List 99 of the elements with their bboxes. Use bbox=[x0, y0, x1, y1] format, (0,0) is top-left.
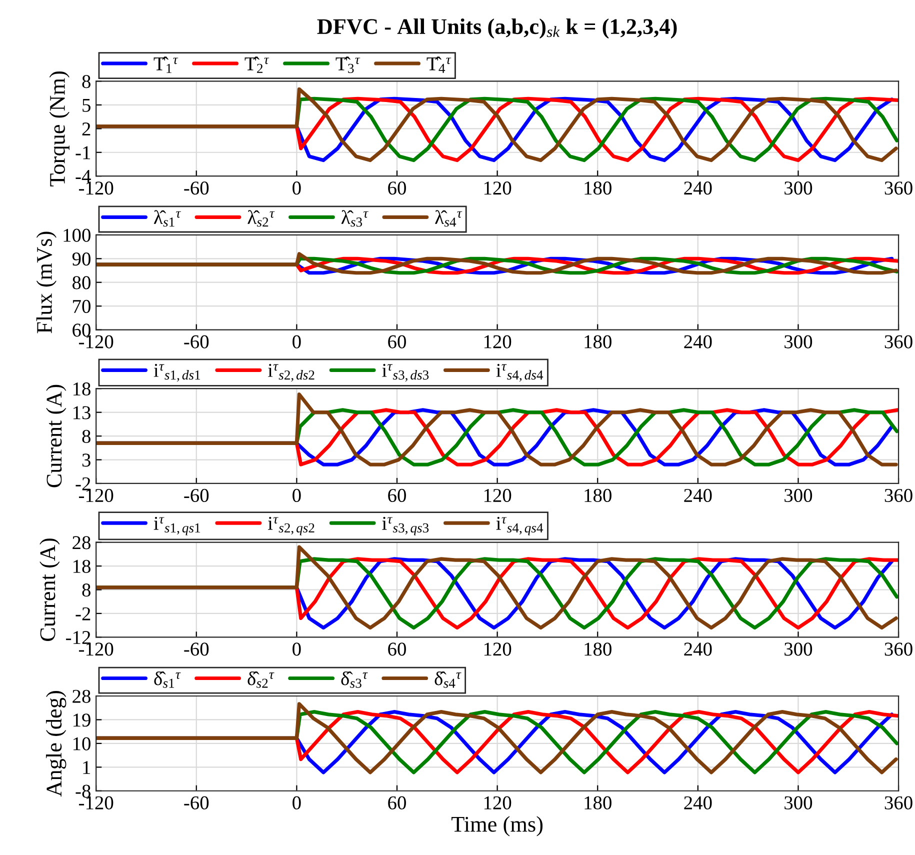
x-tick-label: 300 bbox=[784, 182, 812, 195]
x-tick-label: -120 bbox=[78, 182, 114, 195]
x-tick-label: 240 bbox=[684, 796, 712, 810]
x-tick-label: 120 bbox=[484, 796, 512, 810]
x-tick-label: 60 bbox=[388, 182, 406, 195]
y-tick-label: 10 bbox=[73, 737, 90, 750]
x-tick-label: -120 bbox=[78, 796, 114, 810]
line-series bbox=[96, 252, 898, 275]
x-tick-label: 120 bbox=[484, 335, 512, 348]
y-tick-label: 28 bbox=[72, 536, 90, 550]
legend-label: i$^{τ}$$_{s1,ds1}$ bbox=[154, 364, 200, 382]
y-tick-label: 90 bbox=[72, 252, 90, 266]
legend-label: T̂$_{1}$$^{τ}$ bbox=[154, 56, 178, 73]
x-tick-label: 60 bbox=[388, 796, 406, 810]
x-tick-label: -60 bbox=[184, 335, 209, 348]
y-axis-title: Current (A) bbox=[46, 384, 66, 488]
chart-title: DFVC - All Units (a,b,c)$_{sk}$ k = (1,2,3,4) bbox=[317, 18, 677, 39]
x-tick-label: 180 bbox=[584, 335, 612, 348]
legend-label: i$^{τ}$$_{s4,qs4}$ bbox=[496, 516, 544, 536]
x-tick-label: 180 bbox=[584, 182, 612, 195]
x-tick-label: -120 bbox=[78, 335, 114, 348]
y-tick-label: -4 bbox=[76, 170, 91, 183]
y-tick-label: 13 bbox=[73, 406, 90, 420]
x-tick-label: 120 bbox=[484, 488, 512, 502]
y-axis-title: Flux (mVs) bbox=[36, 232, 56, 334]
y-tick-label: -12 bbox=[66, 631, 90, 644]
y-tick-label: 2 bbox=[82, 122, 90, 136]
legend-label: T̂$_{2}$$^{τ}$ bbox=[244, 56, 270, 73]
x-tick-label: 360 bbox=[884, 488, 912, 502]
x-tick-label: 300 bbox=[784, 796, 812, 810]
y-axis-title: Current (A) bbox=[40, 538, 60, 641]
legend-label: λ̂$_{s2}$$^{τ}$ bbox=[248, 210, 275, 227]
x-tick-label: 0 bbox=[292, 642, 301, 656]
legend-label: i$^{τ}$$_{s2,ds2}$ bbox=[268, 364, 314, 382]
legend-label: i$^{τ}$$_{s3,qs3}$ bbox=[382, 516, 429, 536]
x-tick-label: 180 bbox=[584, 642, 612, 656]
y-tick-label: 28 bbox=[72, 690, 90, 703]
x-tick-label: 120 bbox=[484, 642, 512, 656]
legend-label: λ̂$_{s1}$$^{τ}$ bbox=[154, 210, 182, 227]
y-tick-label: -8 bbox=[76, 784, 90, 798]
legend-label: λ̂$_{s4}$$^{τ}$ bbox=[435, 210, 462, 227]
y-tick-label: -2 bbox=[76, 607, 90, 620]
line-series bbox=[96, 392, 898, 466]
x-tick-label: 0 bbox=[292, 488, 301, 502]
y-tick-label: 80 bbox=[72, 276, 90, 290]
x-tick-label: 0 bbox=[292, 182, 301, 195]
x-tick-label: 240 bbox=[684, 182, 712, 195]
x-tick-label: 360 bbox=[884, 642, 912, 656]
legend-label: i$^{τ}$$_{s3,ds3}$ bbox=[382, 364, 429, 382]
y-axis-title: Angle (deg) bbox=[46, 691, 66, 797]
y-tick-label: 60 bbox=[72, 324, 90, 337]
x-tick-label: -60 bbox=[184, 642, 209, 656]
x-tick-label: 300 bbox=[784, 335, 812, 348]
legend-label: T̂$_{4}$$^{τ}$ bbox=[426, 56, 452, 73]
y-tick-label: 100 bbox=[64, 228, 90, 242]
legend-label: i$^{τ}$$_{s2,qs2}$ bbox=[268, 516, 314, 536]
legend-label: δ̂$_{s4}$$^{τ}$ bbox=[434, 671, 462, 688]
x-tick-label: -60 bbox=[184, 796, 209, 810]
x-axis-title: Time (ms) bbox=[452, 816, 543, 836]
y-tick-label: 19 bbox=[73, 714, 90, 727]
y-tick-label: -2 bbox=[76, 477, 90, 490]
x-tick-label: 0 bbox=[292, 335, 301, 348]
x-tick-label: 240 bbox=[684, 488, 712, 502]
x-tick-label: 0 bbox=[292, 796, 301, 810]
x-tick-label: 180 bbox=[584, 488, 612, 502]
y-tick-label: 3 bbox=[82, 454, 90, 467]
legend-label: i$^{τ}$$_{s4,ds4}$ bbox=[496, 364, 544, 382]
y-tick-label: -1 bbox=[76, 146, 90, 160]
x-tick-label: -60 bbox=[184, 182, 209, 195]
x-tick-label: -120 bbox=[78, 488, 114, 502]
x-tick-label: 300 bbox=[784, 488, 812, 502]
x-tick-label: -60 bbox=[184, 488, 209, 502]
legend-label: δ̂$_{s2}$$^{τ}$ bbox=[248, 671, 274, 688]
x-tick-label: 300 bbox=[784, 642, 812, 656]
y-axis-title: Torque (Nm) bbox=[49, 71, 70, 186]
x-tick-label: -120 bbox=[78, 642, 114, 656]
legend-label: λ̂$_{s3}$$^{τ}$ bbox=[341, 210, 368, 227]
legend-label: i$^{τ}$$_{s1,qs1}$ bbox=[154, 516, 200, 536]
y-tick-label: 18 bbox=[73, 382, 90, 396]
x-tick-label: 240 bbox=[684, 335, 712, 348]
x-tick-label: 240 bbox=[684, 642, 712, 656]
y-tick-label: 18 bbox=[73, 560, 90, 573]
x-tick-label: 360 bbox=[884, 335, 912, 348]
legend-label: T̂$_{3}$$^{τ}$ bbox=[336, 56, 360, 74]
y-tick-label: 8 bbox=[82, 75, 90, 88]
y-tick-label: 70 bbox=[73, 300, 90, 314]
x-tick-label: 60 bbox=[388, 642, 406, 656]
x-tick-label: 60 bbox=[388, 488, 406, 502]
y-tick-label: 1 bbox=[83, 761, 90, 774]
x-tick-label: 360 bbox=[884, 182, 912, 195]
x-tick-label: 180 bbox=[584, 796, 612, 810]
y-tick-label: 5 bbox=[82, 98, 90, 112]
legend-label: δ̂$_{s1}$$^{τ}$ bbox=[154, 671, 181, 688]
y-tick-label: 8 bbox=[82, 430, 90, 443]
x-tick-label: 60 bbox=[388, 335, 406, 348]
x-tick-label: 120 bbox=[484, 182, 512, 195]
x-tick-label: 360 bbox=[884, 796, 912, 810]
y-tick-label: 8 bbox=[82, 584, 90, 597]
legend-label: δ̂$_{s3}$$^{τ}$ bbox=[341, 671, 368, 688]
